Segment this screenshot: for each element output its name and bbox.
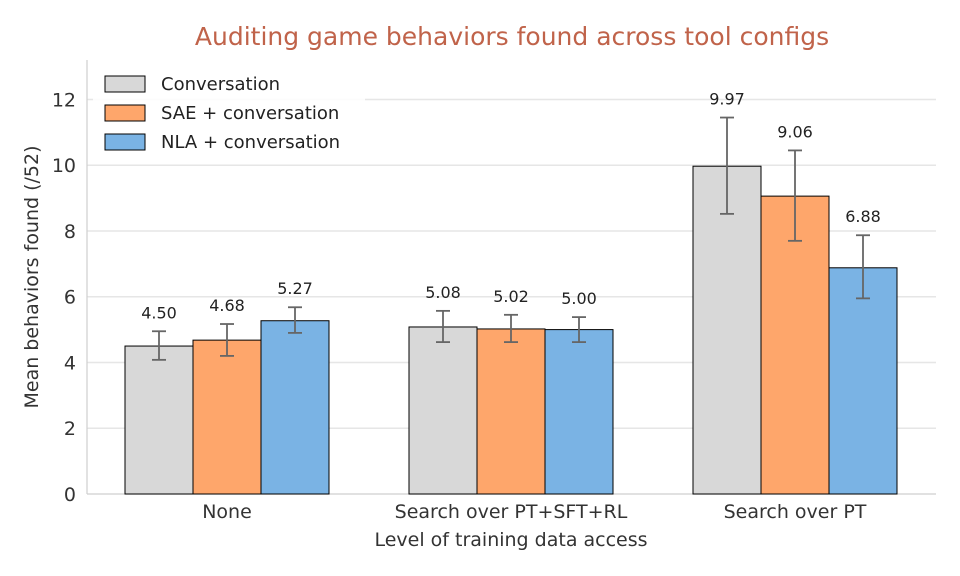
bar (828, 267, 898, 495)
y-tick-label: 12 (52, 89, 76, 111)
error-bar (788, 149, 802, 242)
bars (124, 165, 898, 495)
error-bar (720, 116, 734, 215)
legend-swatch (104, 104, 146, 122)
error-bars (152, 116, 870, 361)
bar (192, 339, 262, 495)
x-tick-label: None (202, 501, 252, 523)
x-tick-label: Search over PT+SFT+RL (395, 501, 628, 523)
chart-title: Auditing game behaviors found across too… (195, 22, 829, 51)
y-axis-label: Mean behaviors found (/52) (21, 145, 43, 408)
y-tick-label: 6 (64, 287, 76, 309)
y-tick-label: 4 (64, 352, 76, 374)
y-tick-label: 8 (64, 221, 76, 243)
x-axis-label: Level of training data access (374, 529, 647, 551)
data-label: 5.00 (561, 289, 597, 308)
bar (408, 326, 478, 495)
bar (760, 195, 830, 495)
y-tick-label: 0 (64, 484, 76, 506)
error-bar (856, 234, 870, 300)
data-label: 9.06 (777, 122, 813, 141)
bar (260, 320, 330, 495)
legend-swatch (104, 75, 146, 93)
bar (544, 329, 614, 495)
error-bar (504, 313, 518, 344)
y-tick-labels: 0 2 4 6 8 10 12 (52, 89, 76, 506)
error-bar (220, 323, 234, 357)
data-label: 4.68 (209, 296, 245, 315)
data-label: 5.08 (425, 283, 461, 302)
bar (476, 328, 546, 495)
data-label: 5.02 (493, 287, 529, 306)
legend: Conversation SAE + conversation NLA + conv… (93, 66, 365, 161)
y-tick-label: 2 (64, 418, 76, 440)
data-label: 5.27 (277, 279, 313, 298)
legend-label: SAE + conversation (161, 103, 339, 124)
data-label: 4.50 (141, 303, 177, 322)
error-bar (288, 306, 302, 334)
legend-label: Conversation (161, 74, 280, 95)
error-bar (436, 309, 450, 344)
x-tick-labels: None Search over PT+SFT+RL Search over PT (202, 501, 867, 523)
y-tick-label: 10 (52, 155, 76, 177)
error-bar (152, 330, 166, 361)
bar (124, 345, 194, 495)
bar (692, 165, 762, 495)
error-bar (572, 316, 586, 344)
x-tick-label: Search over PT (724, 501, 867, 523)
legend-swatch (104, 133, 146, 151)
data-labels: 4.50 5.08 9.97 4.68 5.02 9.06 5.27 5.00 6.88 (141, 90, 881, 323)
legend-label: NLA + conversation (161, 132, 340, 153)
data-label: 9.97 (709, 90, 745, 109)
data-label: 6.88 (845, 207, 881, 226)
